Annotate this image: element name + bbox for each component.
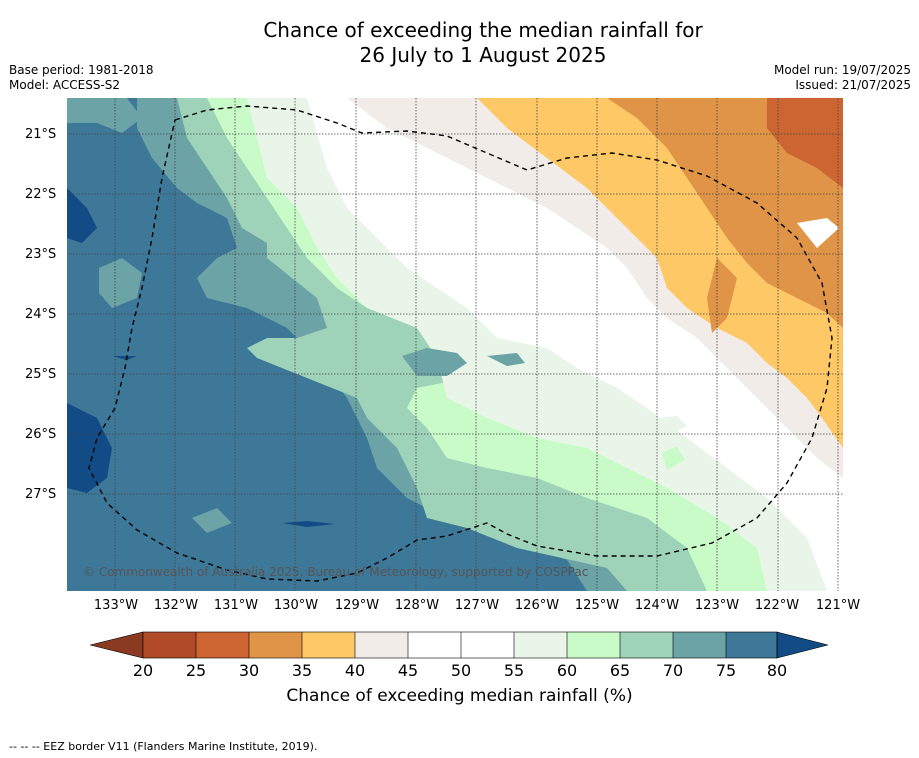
lat-label-22s: 22°S (25, 187, 57, 202)
colorbar-tick-50: 50 (450, 661, 472, 680)
colorbar-segment-45-50 (408, 632, 461, 658)
colorbar-tick-45: 45 (397, 661, 419, 680)
zone-patch-50-55 (657, 416, 687, 433)
colorbar-label: Chance of exceeding median rainfall (%) (286, 686, 633, 706)
lon-label-131w: 131°W (213, 598, 259, 613)
zone-patch-west-2 (192, 508, 232, 533)
colorbar-segment-30-35 (249, 632, 302, 658)
lat-label-26s: 26°S (25, 427, 57, 442)
lon-label-125w: 125°W (574, 598, 620, 613)
colorbar-dividers (142, 631, 778, 659)
zone-patch-30-35 (707, 258, 737, 333)
lon-label-122w: 122°W (754, 598, 800, 613)
colorbar-segment-70-75 (673, 632, 726, 658)
lat-label-25s: 25°S (25, 367, 57, 382)
lon-label-132w: 132°W (153, 598, 199, 613)
chart-title: Chance of exceeding the median rainfall … (0, 18, 919, 68)
lon-label-129w: 129°W (334, 598, 380, 613)
issued-date: Issued: 21/07/2025 (795, 78, 911, 92)
colorbar-tick-40: 40 (344, 661, 366, 680)
zone-30-35 (607, 98, 843, 328)
lat-label-24s: 24°S (25, 307, 57, 322)
lon-label-133w: 133°W (93, 598, 139, 613)
lon-label-121w: 121°W (815, 598, 861, 613)
colorbar-segment-below-20 (90, 631, 144, 659)
eez-border (88, 105, 833, 582)
zone-75-80-sw (67, 403, 112, 493)
colorbar-tick-70: 70 (662, 661, 684, 680)
colorbar-tick-60: 60 (556, 661, 578, 680)
colorbar-tick-80: 80 (766, 661, 788, 680)
colorbar-tick-20: 20 (132, 661, 154, 680)
colorbar-tick-75: 75 (715, 661, 737, 680)
colorbar-tick-30: 30 (238, 661, 260, 680)
colorbar (90, 631, 829, 659)
colorbar-segment-20-25 (143, 632, 196, 658)
colorbar-tick-25: 25 (185, 661, 207, 680)
colorbar-tick-55: 55 (503, 661, 525, 680)
colorbar-segment-65-70 (620, 632, 673, 658)
zone-75-80-west (67, 188, 97, 243)
title-line-2: 26 July to 1 August 2025 (359, 43, 607, 67)
zone-patch-55-60 (662, 446, 685, 470)
colorbar-tick-35: 35 (291, 661, 313, 680)
rainfall-map (67, 98, 843, 591)
zone-25-30 (767, 98, 843, 188)
map-canvas (67, 98, 843, 591)
lon-label-126w: 126°W (514, 598, 560, 613)
zone-patch-white (797, 218, 839, 248)
lon-label-130w: 130°W (273, 598, 319, 613)
colorbar-segment-35-40 (302, 632, 355, 658)
lon-label-124w: 124°W (634, 598, 680, 613)
colorbar-segment-50-55 (461, 632, 514, 658)
lon-label-128w: 128°W (394, 598, 440, 613)
zone-patch-65-70 (402, 348, 467, 376)
colorbar-tick-65: 65 (609, 661, 631, 680)
lon-label-123w: 123°W (694, 598, 740, 613)
copyright-notice: © Commonwealth of Australia 2025, Bureau… (83, 565, 589, 579)
model-name: Model: ACCESS-S2 (9, 78, 121, 92)
colorbar-segment-55-60 (514, 632, 567, 658)
zone-75-80-small (112, 356, 137, 360)
eez-footnote: -- -- -- EEZ border V11 (Flanders Marine… (9, 740, 318, 753)
colorbar-segment-25-30 (196, 632, 249, 658)
colorbar-segment-60-65 (567, 632, 620, 658)
title-line-1: Chance of exceeding the median rainfall … (263, 18, 703, 42)
colorbar-segment-75-80 (726, 632, 777, 658)
lat-label-21s: 21°S (25, 127, 57, 142)
colorbar-segment-above-80 (776, 631, 829, 659)
base-period: Base period: 1981-2018 (9, 63, 154, 77)
zone-patch-west-1 (99, 258, 142, 308)
meta-left: Base period: 1981-2018 Model: ACCESS-S2 (9, 63, 154, 93)
model-run: Model run: 19/07/2025 (773, 63, 911, 77)
lat-label-23s: 23°S (25, 247, 57, 262)
zone-patch-65-70b (487, 353, 525, 366)
lat-label-27s: 27°S (25, 487, 57, 502)
graticule (67, 98, 843, 591)
colorbar-segment-40-45 (355, 632, 408, 658)
zone-patch-west-3 (67, 98, 142, 133)
lon-label-127w: 127°W (454, 598, 500, 613)
meta-right: Model run: 19/07/2025 Issued: 21/07/2025 (774, 63, 911, 93)
